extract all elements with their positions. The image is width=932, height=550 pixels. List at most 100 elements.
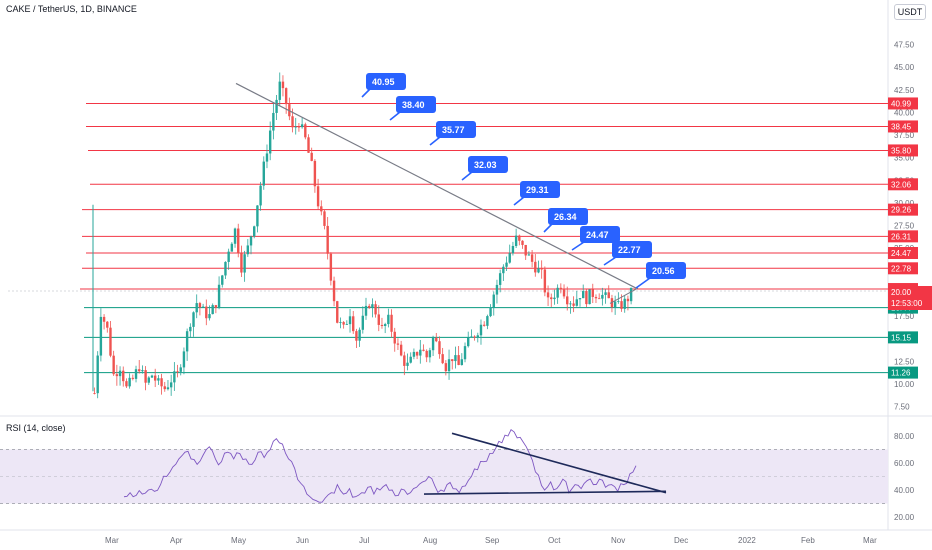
candle	[495, 284, 499, 295]
x-tick-label: Dec	[674, 536, 688, 545]
candle	[431, 337, 435, 351]
candle	[307, 137, 310, 153]
x-tick-label: Sep	[485, 536, 500, 545]
candle	[508, 253, 511, 263]
candle	[374, 304, 377, 315]
callout-box	[646, 262, 686, 279]
candle	[272, 112, 275, 131]
candle	[467, 337, 470, 347]
candle	[403, 355, 406, 366]
candle	[329, 253, 333, 281]
candle	[457, 355, 460, 366]
callout-label: 35.77	[442, 125, 465, 135]
candle	[230, 243, 234, 252]
currency-button[interactable]: USDT	[894, 4, 926, 20]
candle	[109, 327, 112, 356]
candle	[521, 240, 524, 245]
rsi-y-tick-label: 80.00	[894, 432, 915, 441]
countdown-label: 12:53:00	[891, 299, 923, 308]
candle	[441, 354, 444, 364]
candle	[320, 206, 323, 212]
callout-label: 29.31	[526, 185, 549, 195]
candle	[486, 316, 489, 326]
candle	[227, 251, 230, 262]
candle	[281, 81, 285, 89]
candle	[138, 369, 141, 372]
candle	[233, 228, 237, 244]
candle	[243, 254, 246, 273]
candle	[546, 292, 550, 298]
candle	[291, 116, 294, 128]
candle	[613, 301, 617, 308]
candle	[326, 225, 329, 254]
candle	[262, 161, 265, 186]
candle	[566, 296, 569, 305]
candle	[601, 294, 604, 299]
candle	[141, 370, 144, 372]
candle	[201, 306, 205, 308]
candle	[96, 355, 99, 394]
level-tag	[888, 247, 918, 260]
callout-label: 24.47	[586, 230, 609, 240]
candle	[380, 324, 384, 327]
callout-pointer	[543, 223, 553, 233]
callout-box	[396, 96, 436, 113]
candle	[591, 289, 594, 297]
level-tag-label: 22.78	[891, 264, 912, 273]
y-tick-label: 12.50	[894, 357, 915, 366]
candle	[112, 355, 115, 375]
candle	[597, 298, 601, 300]
candle	[160, 378, 163, 387]
candle	[163, 386, 166, 390]
candle	[550, 297, 553, 300]
callout-label: 26.34	[554, 212, 577, 222]
callout-box	[548, 208, 588, 225]
x-tick-label: Feb	[801, 536, 815, 545]
candle	[537, 268, 540, 273]
candle	[505, 262, 508, 267]
chart-title: CAKE / TetherUS, 1D, BINANCE	[6, 4, 137, 14]
candle	[93, 393, 96, 394]
candle	[182, 351, 186, 368]
candle	[211, 305, 214, 315]
x-tick-label: Jul	[359, 536, 369, 545]
callout-pointer	[635, 277, 651, 289]
candle	[425, 350, 428, 358]
level-tag	[888, 97, 918, 110]
candle	[224, 261, 227, 276]
level-tag	[888, 144, 918, 157]
y-tick-label: 17.50	[894, 312, 915, 321]
candle	[419, 349, 422, 356]
rsi-wedge-upper	[451, 432, 667, 494]
candle	[275, 99, 278, 113]
candle	[150, 375, 154, 378]
y-tick-label: 30.00	[894, 199, 915, 208]
candle	[479, 324, 483, 336]
candle	[569, 303, 572, 305]
current-price-tag	[888, 286, 932, 310]
candle	[214, 305, 218, 308]
x-tick-label: May	[231, 536, 246, 545]
candle	[131, 377, 135, 379]
candle	[102, 316, 106, 322]
candle	[438, 341, 441, 355]
level-tag-label: 29.26	[891, 206, 912, 215]
candle	[575, 299, 579, 306]
level-tag	[888, 331, 918, 344]
x-tick-label: Oct	[548, 536, 561, 545]
level-tag	[888, 262, 918, 275]
candle	[377, 314, 380, 325]
candle	[240, 253, 243, 273]
x-tick-label: Mar	[863, 536, 877, 545]
candle	[364, 305, 368, 316]
candle	[345, 324, 349, 325]
candle	[498, 273, 502, 285]
candle	[300, 124, 304, 128]
candle	[169, 382, 173, 388]
candle	[195, 303, 198, 313]
candle	[217, 284, 221, 308]
candle	[393, 331, 396, 344]
candle	[128, 377, 131, 387]
candle	[559, 287, 563, 290]
